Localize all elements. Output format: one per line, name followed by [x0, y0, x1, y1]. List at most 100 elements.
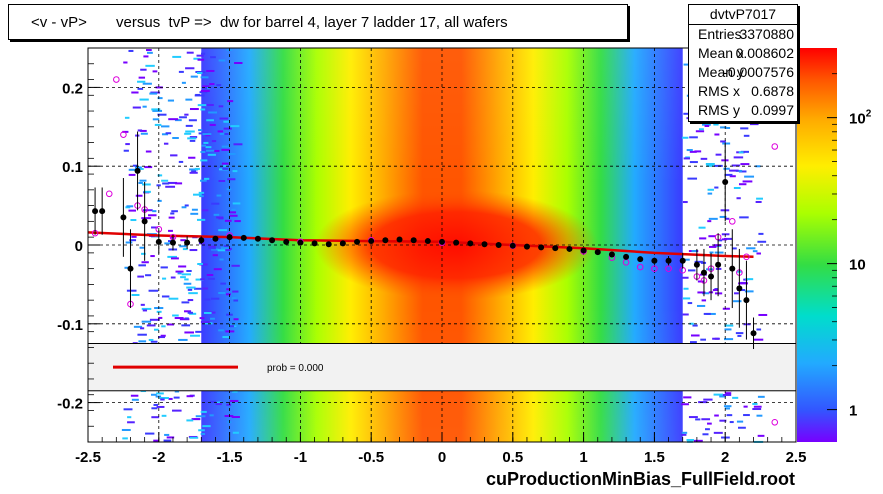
chart-title: <v - vP> versus tvP => dw for barrel 4, … [31, 14, 508, 31]
heatmap-speckle [172, 314, 179, 317]
heatmap-speckle [725, 126, 731, 129]
heatmap-speckle [202, 133, 212, 136]
x-tick-label: -1 [294, 449, 307, 466]
heatmap-speckle [128, 209, 137, 212]
x-tick-label: 1 [579, 449, 587, 466]
heatmap-speckle [700, 338, 707, 341]
heatmap-speckle [231, 390, 238, 393]
heatmap-speckle [160, 398, 165, 401]
heatmap-speckle [161, 295, 170, 298]
mean-point [439, 238, 445, 245]
heatmap-speckle [720, 126, 727, 129]
heatmap-speckle [148, 289, 159, 292]
heatmap-speckle [129, 239, 137, 242]
heatmap-speckle [705, 428, 710, 431]
heatmap-speckle [229, 211, 237, 214]
heatmap-speckle [720, 140, 726, 143]
x-tick-label: 2 [721, 449, 729, 466]
colorbar-tick-label: 1 [849, 403, 857, 420]
heatmap-speckle [186, 395, 194, 398]
heatmap-speckle [714, 251, 724, 254]
mean-point [134, 167, 141, 174]
heatmap-speckle [158, 336, 165, 339]
heatmap-speckle [732, 247, 737, 250]
heatmap-speckle [125, 241, 133, 244]
y-tick-label: 0.2 [62, 80, 83, 97]
heatmap-speckle [234, 62, 243, 65]
heatmap-speckle [706, 164, 714, 167]
y-tick-label: -0.2 [57, 396, 83, 413]
rms-point [113, 76, 120, 83]
heatmap-speckle [744, 175, 755, 178]
heatmap-speckle [195, 415, 206, 418]
stats-row-rms-x: RMS x 0.6878 [689, 82, 797, 101]
heatmap-speckle [738, 151, 744, 154]
heatmap-speckle [161, 414, 167, 417]
heatmap-speckle [195, 278, 204, 281]
mean-point [368, 238, 375, 245]
heatmap-speckle [198, 129, 203, 132]
title-box: <v - vP> versus tvP => dw for barrel 4, … [8, 4, 628, 40]
heatmap-speckle [162, 277, 167, 280]
heatmap-speckle [178, 70, 184, 73]
heatmap-speckle [724, 328, 732, 331]
heatmap-speckle [749, 123, 759, 126]
heatmap-speckle [157, 199, 162, 202]
heatmap-speckle [155, 86, 163, 89]
heatmap-speckle [757, 240, 767, 243]
heatmap-speckle [196, 218, 206, 221]
heatmap-speckle [698, 128, 704, 131]
heatmap-speckle [183, 282, 192, 285]
heatmap-speckle [194, 167, 200, 170]
mean-point [665, 257, 672, 264]
heatmap-speckle [186, 286, 196, 289]
heatmap-speckle [178, 160, 184, 163]
heatmap-speckle [742, 180, 753, 183]
mean-point [169, 239, 176, 246]
heatmap-speckle [181, 81, 186, 84]
heatmap-speckle [735, 169, 742, 172]
heatmap-speckle [138, 181, 143, 184]
heatmap-speckle [224, 219, 232, 222]
x-tick-label: -2.5 [75, 449, 101, 466]
heatmap-speckle [738, 183, 747, 186]
heatmap-speckle [200, 179, 207, 182]
heatmap-speckle [190, 212, 199, 215]
heatmap-speckle [218, 180, 226, 183]
heatmap-speckle [218, 291, 226, 294]
source-file-label: cuProductionMinBias_FullField.root [486, 469, 796, 489]
heatmap-speckle [173, 396, 180, 399]
heatmap-speckle [715, 153, 722, 156]
heatmap-speckle [745, 278, 754, 281]
mean-point [693, 261, 700, 268]
heatmap-speckle [721, 238, 728, 241]
heatmap-speckle [708, 217, 718, 220]
heatmap-speckle [198, 242, 205, 245]
heatmap-speckle [134, 166, 142, 169]
mean-point [679, 257, 686, 264]
heatmap-speckle [189, 136, 198, 139]
heatmap-speckle [739, 216, 749, 219]
rms-point [771, 143, 779, 150]
heatmap-speckle [156, 184, 161, 187]
heatmap-speckle [198, 191, 205, 194]
heatmap-speckle [686, 438, 694, 441]
heatmap-speckle [231, 208, 236, 211]
heatmap-speckle [221, 148, 230, 151]
mean-point [729, 265, 736, 272]
heatmap-speckle [701, 123, 711, 126]
mean-point [736, 285, 743, 292]
heatmap-speckle [729, 169, 739, 172]
heatmap-speckle [736, 197, 741, 200]
heatmap-speckle [222, 167, 228, 170]
heatmap-speckle [201, 144, 207, 147]
heatmap-speckle [147, 51, 153, 54]
plot-area: prob = 0.000 -2.5 -2 -1.5 -1 -0.5 0 0.5 1 1.5 2 2.… [57, 47, 806, 466]
mean-point [339, 240, 346, 247]
heatmap-speckle [207, 153, 216, 156]
stats-value: 0.6878 [751, 83, 794, 99]
y-tick-label: 0 [75, 238, 83, 255]
heatmap-speckle [203, 141, 209, 144]
heatmap-speckle [189, 249, 198, 252]
mean-point [750, 330, 757, 337]
